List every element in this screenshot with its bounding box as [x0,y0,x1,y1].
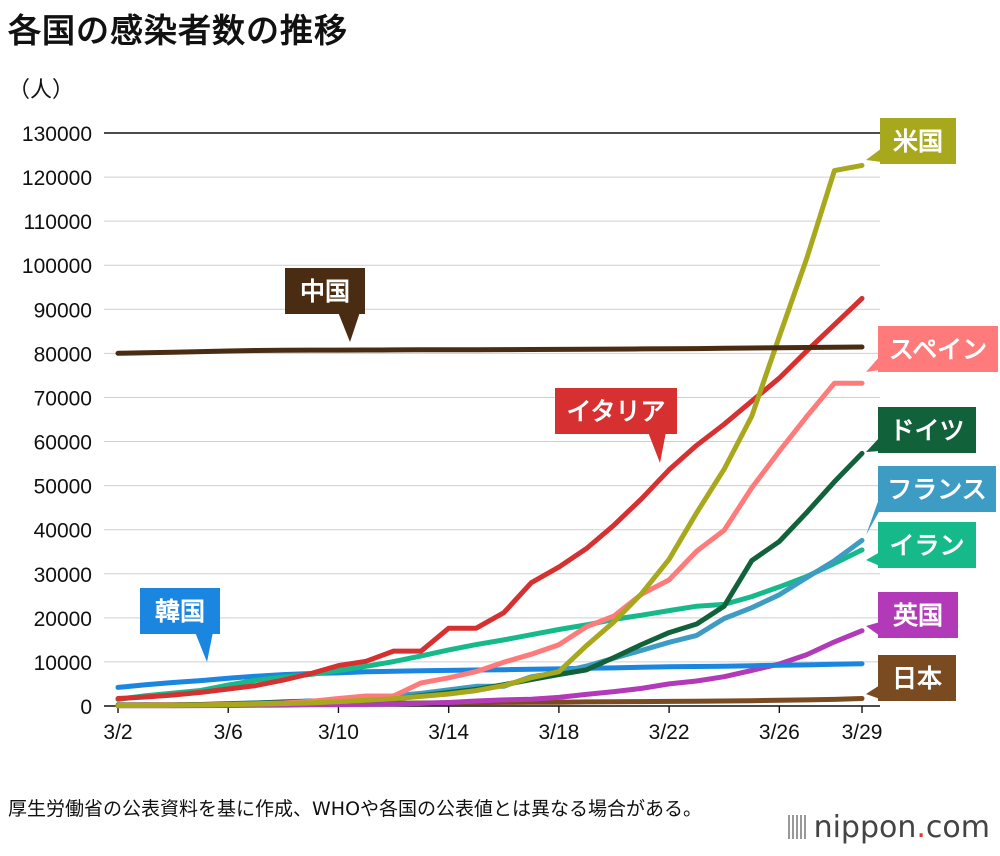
callout-pointer [866,437,880,452]
callout-pointer [866,148,882,162]
y-tick-label: 120000 [22,167,92,190]
callout-box [878,592,958,638]
y-axis-ticks: 0 10000 20000 30000 40000 50000 60000 70000 8000… [22,123,92,719]
callout-pointer [338,312,360,342]
callout-イタリア: イタリア [555,388,677,463]
x-tick-label: 3/22 [649,721,690,744]
y-tick-label: 40000 [34,520,92,543]
callout-pointer [866,496,880,535]
x-tick-label: 3/29 [842,721,883,744]
callout-日本: 日本 [866,655,956,701]
source-note: 厚生労働省の公表資料を基に作成、WHOや各国の公表値とは異なる場合がある。 [8,798,703,820]
callout-フランス: フランス [866,466,996,535]
callout-中国: 中国 [285,268,365,342]
callout-label: ドイツ [889,416,964,445]
callout-box [140,588,220,634]
x-tick-label: 3/18 [538,721,579,744]
callout-label: イラン [889,531,964,560]
callout-pointer [195,632,213,662]
x-tick-label: 3/14 [428,721,469,744]
brand-suffix: com [925,810,990,845]
callout-box [878,326,998,372]
callout-label: 日本 [892,664,942,693]
x-tick-label: 3/10 [318,721,359,744]
callout-label: 英国 [893,601,943,630]
callout-box [878,466,996,512]
callout-label: イタリア [566,397,665,426]
callout-box [285,268,365,314]
series-line [115,547,865,702]
callout-box [878,407,976,453]
y-tick-label: 50000 [34,476,92,499]
callout-スペイン: スペイン [866,326,998,372]
y-tick-label: 110000 [23,211,92,234]
brand-name: nippon [813,810,917,845]
line-chart: 0 10000 20000 30000 40000 50000 60000 70000 8000… [22,118,998,744]
y-tick-label: 100000 [22,255,92,278]
callout-pointer [866,622,880,636]
y-tick-label: 0 [80,696,92,719]
callout-イラン: イラン [866,522,976,568]
chart-title: 各国の感染者数の推移 [8,11,348,50]
y-tick-label: 70000 [34,387,92,410]
y-tick-label: 60000 [34,432,92,455]
callout-pointer [648,432,666,463]
series-line [115,661,865,690]
callout-英国: 英国 [866,592,958,638]
callout-label: スペイン [889,335,987,364]
brand-dot: . [916,810,926,845]
callout-box [880,118,956,164]
gridlines [104,132,880,707]
callout-韓国: 韓国 [140,588,220,662]
x-tick-label: 3/26 [759,721,800,744]
callout-label: 中国 [300,277,350,306]
brand-bars-icon [787,815,806,839]
callout-box [878,522,976,568]
y-axis-unit: （人） [8,78,75,103]
x-tick-label: 3/6 [214,721,243,744]
callout-label: フランス [887,475,987,504]
y-tick-label: 80000 [34,343,92,366]
x-tick-label: 3/2 [103,721,132,744]
callout-pointer [866,685,880,699]
callout-box [555,388,677,434]
callout-ドイツ: ドイツ [866,407,976,453]
series-line [115,344,865,356]
callout-米国: 米国 [866,118,956,164]
y-tick-label: 30000 [34,564,92,587]
callout-pointer [866,356,880,372]
callout-pointer [866,552,880,566]
series-lines [115,162,865,709]
x-axis-ticks: 3/2 3/6 3/10 3/14 3/18 3/22 3/26 3/29 [103,706,882,744]
series-line [115,162,865,709]
y-tick-label: 10000 [34,652,92,675]
y-tick-label: 20000 [34,608,92,631]
brand-logo: nippon.com [787,810,990,845]
series-line [115,295,865,701]
y-tick-label: 130000 [22,123,92,146]
y-tick-label: 90000 [34,299,92,322]
series-line [115,380,865,708]
callout-box [878,655,956,701]
callout-label: 韓国 [155,597,205,626]
callout-label: 米国 [893,127,943,156]
